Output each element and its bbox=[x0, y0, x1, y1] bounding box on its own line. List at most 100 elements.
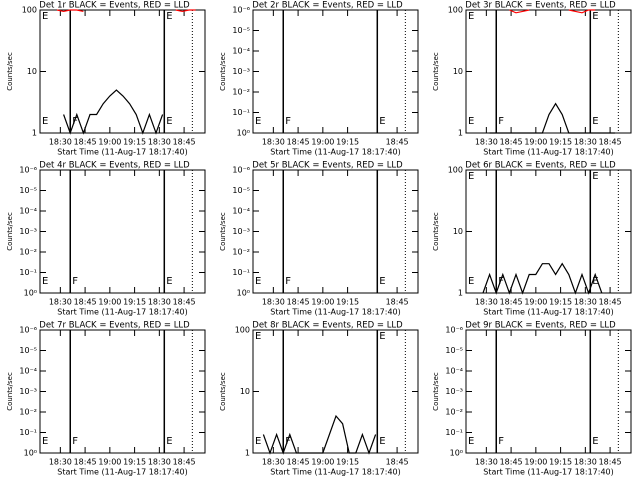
annotation: E bbox=[42, 11, 48, 22]
annotation: E bbox=[468, 436, 474, 447]
x-axis-label: Start Time (11-Aug-17 18:17:40) bbox=[483, 468, 614, 477]
x-tick-label: 18:45 bbox=[287, 138, 310, 147]
y-tick-label: 1 bbox=[458, 289, 463, 298]
annotation: E bbox=[592, 116, 598, 127]
x-tick-label: 18:45 bbox=[74, 298, 97, 307]
annotation: E bbox=[379, 331, 385, 342]
x-tick-label: 18:45 bbox=[500, 138, 523, 147]
x-tick-label: 19:00 bbox=[524, 458, 547, 467]
x-axis-label: Start Time (11-Aug-17 18:17:40) bbox=[270, 148, 401, 157]
annotation: E bbox=[42, 276, 48, 287]
y-tick-label: 10⁻¹ bbox=[445, 428, 463, 437]
x-axis-label: Start Time (11-Aug-17 18:17:40) bbox=[57, 148, 188, 157]
annotation: F bbox=[285, 276, 291, 287]
annotation: E bbox=[592, 436, 598, 447]
x-tick-label: 18:30 bbox=[574, 458, 597, 467]
x-axis-label: Start Time (11-Aug-17 18:17:40) bbox=[57, 468, 188, 477]
y-tick-label: 1 bbox=[32, 129, 37, 138]
plot-frame bbox=[39, 9, 206, 134]
y-axis-label: Counts/sec bbox=[219, 212, 227, 251]
y-axis-label: Counts/sec bbox=[219, 372, 227, 411]
x-tick-label: 19:15 bbox=[123, 138, 146, 147]
annotation: E bbox=[468, 116, 474, 127]
plot-frame bbox=[465, 329, 632, 454]
y-tick-label: 100 bbox=[22, 6, 37, 15]
y-tick-label: 10 bbox=[240, 387, 250, 396]
y-tick-label: 10⁻¹ bbox=[232, 268, 250, 277]
x-tick-label: 19:00 bbox=[311, 458, 334, 467]
x-tick-label: 18:30 bbox=[574, 138, 597, 147]
y-tick-label: 10⁻¹ bbox=[232, 108, 250, 117]
y-axis-label: Counts/sec bbox=[6, 52, 14, 91]
plot-frame bbox=[39, 169, 206, 294]
y-tick-label: 1 bbox=[245, 449, 250, 458]
x-axis-label: Start Time (11-Aug-17 18:17:40) bbox=[270, 468, 401, 477]
x-tick-label: 19:00 bbox=[98, 458, 121, 467]
annotation: E bbox=[379, 276, 385, 287]
annotation: E bbox=[592, 171, 598, 182]
data-line bbox=[56, 9, 196, 13]
annotation: E bbox=[468, 276, 474, 287]
y-tick-label: 10⁻⁶ bbox=[232, 6, 250, 15]
x-tick-label: 19:00 bbox=[98, 138, 121, 147]
x-axis-label: Start Time (11-Aug-17 18:17:40) bbox=[57, 308, 188, 317]
x-tick-label: 18:45 bbox=[599, 298, 622, 307]
data-line bbox=[509, 9, 596, 14]
chart-title: Det 5r BLACK = Events, RED = LLD bbox=[252, 161, 403, 171]
x-tick-label: 19:15 bbox=[123, 458, 146, 467]
x-tick-label: 18:30 bbox=[262, 138, 285, 147]
x-tick-label: 19:15 bbox=[336, 458, 359, 467]
annotation: E bbox=[379, 436, 385, 447]
x-tick-label: 19:00 bbox=[524, 138, 547, 147]
y-tick-label: 10⁻³ bbox=[19, 387, 37, 396]
y-tick-label: 10⁻⁴ bbox=[445, 367, 463, 376]
y-tick-label: 10⁻³ bbox=[232, 227, 250, 236]
x-tick-label: 18:45 bbox=[173, 458, 196, 467]
y-tick-label: 10⁻³ bbox=[445, 387, 463, 396]
y-tick-label: 10⁻⁵ bbox=[19, 186, 37, 195]
plot-frame bbox=[252, 169, 419, 294]
y-tick-label: 10 bbox=[27, 67, 37, 76]
y-axis-label: Counts/sec bbox=[219, 52, 227, 91]
y-tick-label: 10⁻⁴ bbox=[19, 207, 37, 216]
x-tick-label: 19:15 bbox=[549, 298, 572, 307]
y-axis-label: Counts/sec bbox=[6, 212, 14, 251]
y-tick-label: 10⁻² bbox=[19, 408, 37, 417]
y-tick-label: 10⁻⁵ bbox=[232, 26, 250, 35]
annotation: F bbox=[72, 276, 78, 287]
chart-title: Det 8r BLACK = Events, RED = LLD bbox=[252, 321, 403, 331]
annotation: E bbox=[255, 116, 261, 127]
y-tick-label: 100 bbox=[235, 326, 250, 335]
x-tick-label: 18:30 bbox=[49, 298, 72, 307]
y-tick-label: 10⁻³ bbox=[19, 227, 37, 236]
y-axis-label: Counts/sec bbox=[6, 372, 14, 411]
x-tick-label: 18:30 bbox=[574, 298, 597, 307]
annotation: F bbox=[498, 436, 504, 447]
chart-title: Det 2r BLACK = Events, RED = LLD bbox=[252, 1, 403, 11]
x-tick-label: 18:45 bbox=[287, 298, 310, 307]
y-tick-label: 10⁻⁶ bbox=[445, 326, 463, 335]
x-tick-label: 19:00 bbox=[524, 298, 547, 307]
annotation: E bbox=[255, 436, 261, 447]
y-tick-label: 10⁻² bbox=[445, 408, 463, 417]
annotation: F bbox=[285, 116, 291, 127]
x-tick-label: 18:45 bbox=[599, 138, 622, 147]
y-tick-label: 10⁻⁴ bbox=[232, 207, 250, 216]
data-line bbox=[63, 89, 164, 135]
y-tick-label: 10 bbox=[453, 227, 463, 236]
y-tick-label: 100 bbox=[448, 166, 463, 175]
chart-title: Det 7r BLACK = Events, RED = LLD bbox=[39, 321, 190, 331]
y-tick-label: 10⁻⁵ bbox=[445, 346, 463, 355]
y-tick-label: 10⁻⁶ bbox=[19, 326, 37, 335]
x-tick-label: 18:45 bbox=[500, 298, 523, 307]
annotation: E bbox=[592, 11, 598, 22]
y-axis-label: Counts/sec bbox=[432, 372, 440, 411]
annotation: F bbox=[498, 276, 504, 287]
y-tick-label: 10⁻² bbox=[232, 88, 250, 97]
data-line bbox=[262, 414, 377, 455]
y-tick-label: 10⁻¹ bbox=[19, 428, 37, 437]
annotation: E bbox=[379, 116, 385, 127]
x-tick-label: 18:45 bbox=[386, 298, 409, 307]
